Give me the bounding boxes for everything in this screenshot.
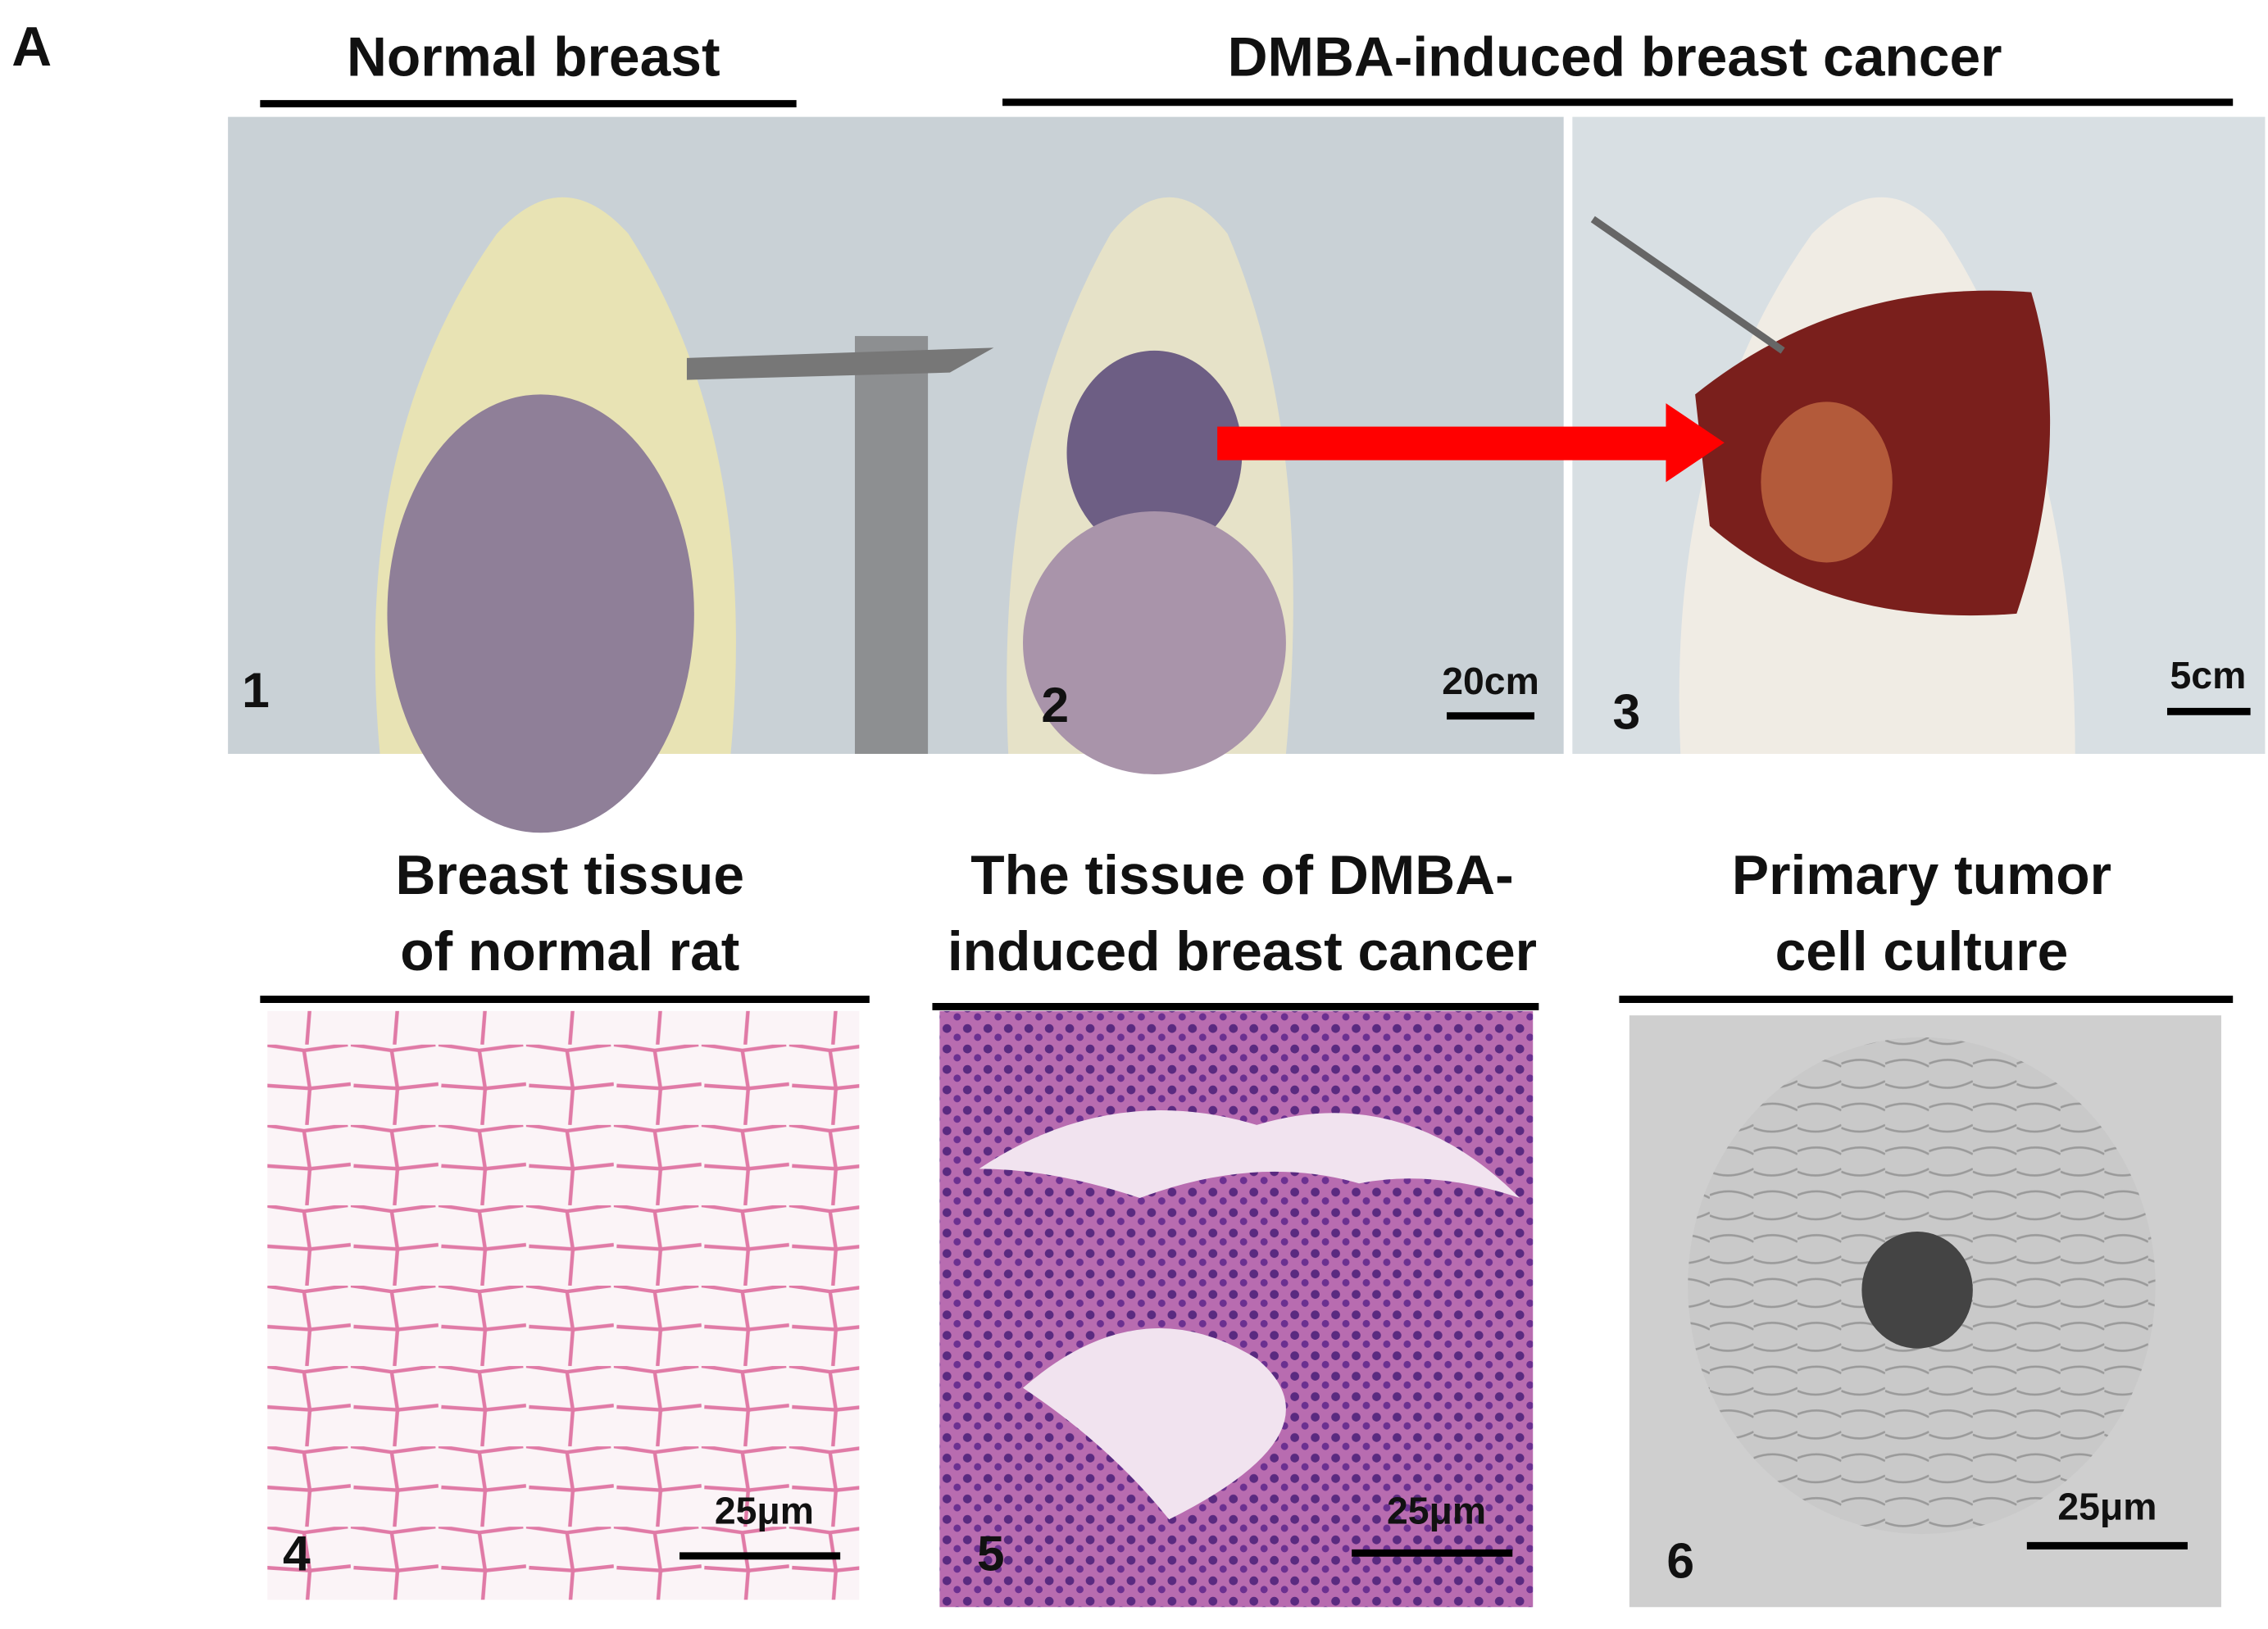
panel-label: A: [11, 16, 52, 78]
scale-bar-label: 25μm: [1387, 1490, 1486, 1532]
panel-number: 5: [977, 1526, 1005, 1581]
arrow: [1217, 403, 1725, 483]
micrograph: [939, 1010, 1534, 1608]
photo: [228, 116, 1564, 833]
panel-title: The tissue of DMBA-: [970, 845, 1513, 906]
scale-bar-label: 20cm: [1442, 660, 1539, 702]
photo-number: 3: [1612, 684, 1640, 740]
panel-title: induced breast cancer: [948, 921, 1537, 982]
panel-title: Primary tumor: [1732, 845, 2111, 906]
photo-number: 2: [1041, 677, 1069, 733]
bottom-labels: Breast tissue of normal rat 4 25μm The tissu…: [283, 845, 2188, 1589]
micrograph: [267, 1010, 860, 1600]
micrograph-detail: [979, 1110, 1520, 1520]
scale-bar-label: 25μm: [2057, 1485, 2157, 1527]
header: DMBA-induced breast cancer: [1228, 27, 2002, 88]
panel-number: 6: [1666, 1533, 1694, 1589]
photo-number: 1: [242, 662, 270, 718]
micrograph-detail: [1861, 1232, 1973, 1349]
header: Normal breast: [347, 27, 720, 88]
scale-bar-label: 25μm: [715, 1490, 814, 1532]
panel-title: of normal rat: [400, 921, 739, 982]
photo: [1572, 116, 2266, 755]
panel-number: 4: [283, 1526, 311, 1581]
scale-bar-label: 5cm: [2170, 654, 2247, 697]
panel-title: Breast tissue: [396, 845, 745, 906]
panel-title: cell culture: [1775, 921, 2069, 982]
